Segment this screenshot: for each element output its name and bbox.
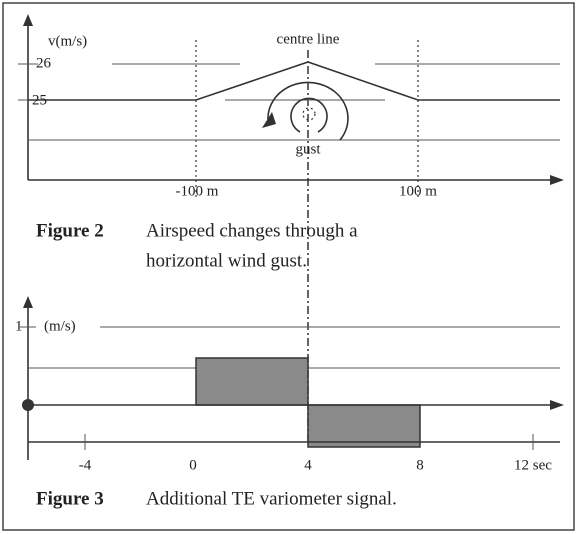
tick-label: 1 xyxy=(15,318,23,334)
gust-label: gust xyxy=(295,141,321,157)
caption-text: Additional TE variometer signal. xyxy=(146,488,397,509)
signal-bar xyxy=(196,358,308,405)
origin xyxy=(22,399,34,411)
tick-label: 26 xyxy=(36,55,52,71)
tick-label: 4 xyxy=(304,457,312,473)
caption-number: Figure 2 xyxy=(36,220,104,241)
tick-label: 12 sec xyxy=(514,457,552,473)
x-label: 100 m xyxy=(399,183,437,199)
caption-text: horizontal wind gust. xyxy=(146,250,307,271)
tick-label: 8 xyxy=(416,457,424,473)
unit-label: (m/s) xyxy=(44,318,76,334)
signal-bar xyxy=(308,405,420,447)
caption-text: Airspeed changes through a xyxy=(146,220,358,241)
x-label: -100 m xyxy=(176,183,219,199)
tick-label: 25 xyxy=(32,92,47,108)
figure-page: v(m/s) 26 25 centre line gust -100 m 100… xyxy=(0,0,578,534)
axis-label: v(m/s) xyxy=(48,33,87,49)
centre-label: centre line xyxy=(277,31,340,47)
tick-label: 0 xyxy=(189,457,197,473)
caption-number: Figure 3 xyxy=(36,488,104,509)
tick-label: -4 xyxy=(79,457,92,473)
